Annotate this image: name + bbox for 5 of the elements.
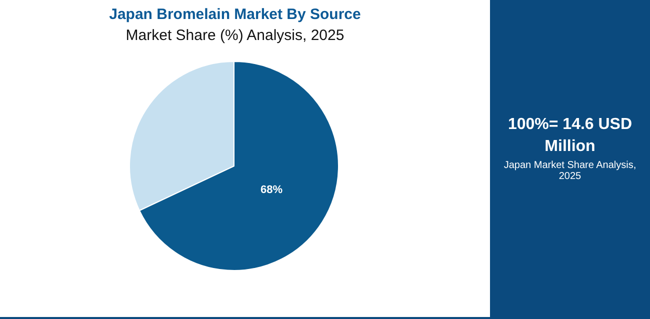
chart-title: Japan Bromelain Market By Source [108,6,362,23]
text: 100%= 14.6 USD Million [506,115,634,157]
text: Japan Market Share Analysis, 2025 [502,160,638,182]
chart-subtitle: Market Share (%) Analysis, 2025 [124,27,346,44]
data-label: 68% [260,184,283,196]
